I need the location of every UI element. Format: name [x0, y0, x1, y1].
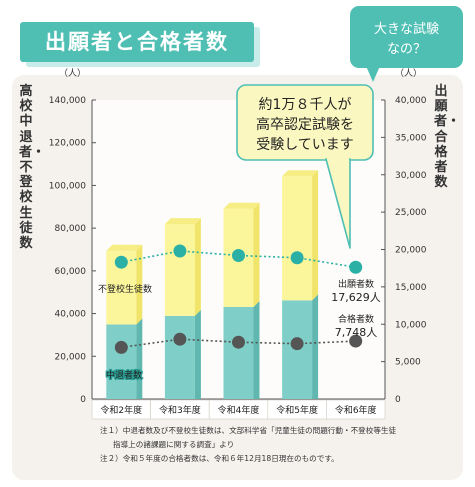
- bar-dropout-side: [136, 318, 143, 399]
- passers-point: [114, 340, 128, 354]
- callout-line-3: 受験しています: [256, 137, 354, 153]
- left-axis-unit: （人）: [59, 68, 86, 79]
- category-label: 令和6年度: [335, 404, 377, 416]
- bar-dropout: [223, 306, 254, 399]
- applicants-point: [349, 260, 363, 274]
- right-tick-label: 20,000: [395, 246, 427, 256]
- label-nonattendance: 不登校生徒数: [98, 283, 152, 295]
- callout-line-2: 高卒認定試験を: [256, 116, 354, 133]
- right-axis-unit: （人）: [395, 68, 422, 79]
- left-tick-label: 100,000: [49, 181, 86, 191]
- note-1: 注１）中退者数及び不登校生徒数は、文部科学省「児童生徒の問題行動・不登校等生徒: [100, 426, 397, 435]
- bar-nonattendance-side: [312, 170, 319, 301]
- applicants-point: [232, 248, 245, 262]
- right-tick-label: 40,000: [395, 96, 427, 106]
- passers-point: [349, 334, 363, 348]
- bar-dropout: [164, 315, 195, 399]
- label-applicants-name: 出願者数: [338, 278, 374, 290]
- right-axis-title: 出願者・合格者数: [434, 84, 461, 191]
- left-tick-label: 20,000: [55, 352, 87, 362]
- left-tick-label: 120,000: [49, 139, 86, 149]
- left-tick-label: 60,000: [55, 267, 87, 277]
- right-tick-label: 0: [395, 395, 401, 405]
- left-tick-label: 40,000: [55, 310, 87, 320]
- bar-top-face: [164, 218, 201, 225]
- passers-point: [173, 332, 187, 346]
- category-label: 令和4年度: [218, 404, 260, 416]
- note-2: 注２）令和５年度の合格者数は、令和６年12月18日現在のものです。: [100, 454, 339, 463]
- bar-top-face: [223, 202, 260, 209]
- bar-dropout-side: [194, 309, 201, 399]
- right-tick-label: 35,000: [395, 133, 427, 143]
- question-bubble-tail: [366, 66, 380, 82]
- title-banner: 出願者と合格者数: [20, 22, 254, 62]
- bar-top-face: [282, 170, 319, 177]
- right-tick-label: 25,000: [395, 208, 427, 218]
- left-axis-title: 高校中退者・不登校生徒数: [19, 84, 46, 252]
- applicants-point: [290, 251, 304, 265]
- right-tick-label: 15,000: [395, 283, 427, 293]
- bar-nonattendance: [282, 176, 313, 301]
- label-applicants-value: 17,629人: [331, 291, 381, 304]
- left-tick-label: 80,000: [55, 224, 87, 234]
- right-tick-label: 5,000: [395, 358, 421, 368]
- left-tick-label: 0: [80, 395, 86, 405]
- category-label: 令和5年度: [276, 404, 318, 416]
- category-label: 令和2年度: [100, 404, 142, 416]
- page-title: 出願者と合格者数: [45, 30, 229, 54]
- passers-point: [232, 335, 245, 349]
- callout-bubble: [236, 84, 374, 161]
- bar-nonattendance-side: [253, 202, 260, 307]
- label-dropout: 中退者数: [106, 369, 142, 381]
- applicants-point: [173, 244, 187, 258]
- right-tick-label: 30,000: [395, 171, 427, 181]
- bar-nonattendance: [164, 224, 195, 316]
- left-tick-label: 140,000: [49, 96, 86, 106]
- callout-line-1: 約1万８千人が: [259, 97, 352, 113]
- bar-dropout-side: [253, 300, 260, 399]
- bar-top-face: [106, 244, 143, 251]
- right-tick-label: 10,000: [395, 320, 427, 330]
- label-passers-name: 合格者数: [338, 313, 374, 325]
- bar-dropout: [106, 324, 137, 399]
- label-passers-value: 7,748人: [335, 326, 378, 339]
- question-line-1: 大きな試験: [373, 22, 439, 37]
- question-bubble: [350, 6, 463, 68]
- question-line-2: なの？: [386, 42, 426, 57]
- note-1-continued: 指導上の諸課題に関する調査」より: [113, 440, 235, 449]
- bar-dropout-side: [312, 294, 319, 399]
- bar-nonattendance-side: [194, 218, 201, 316]
- bar-nonattendance-side: [136, 244, 143, 325]
- applicants-point: [114, 255, 128, 269]
- category-cell: [326, 399, 386, 420]
- category-label: 令和3年度: [159, 404, 201, 416]
- passers-point: [290, 337, 304, 351]
- callout-tail: [325, 158, 351, 249]
